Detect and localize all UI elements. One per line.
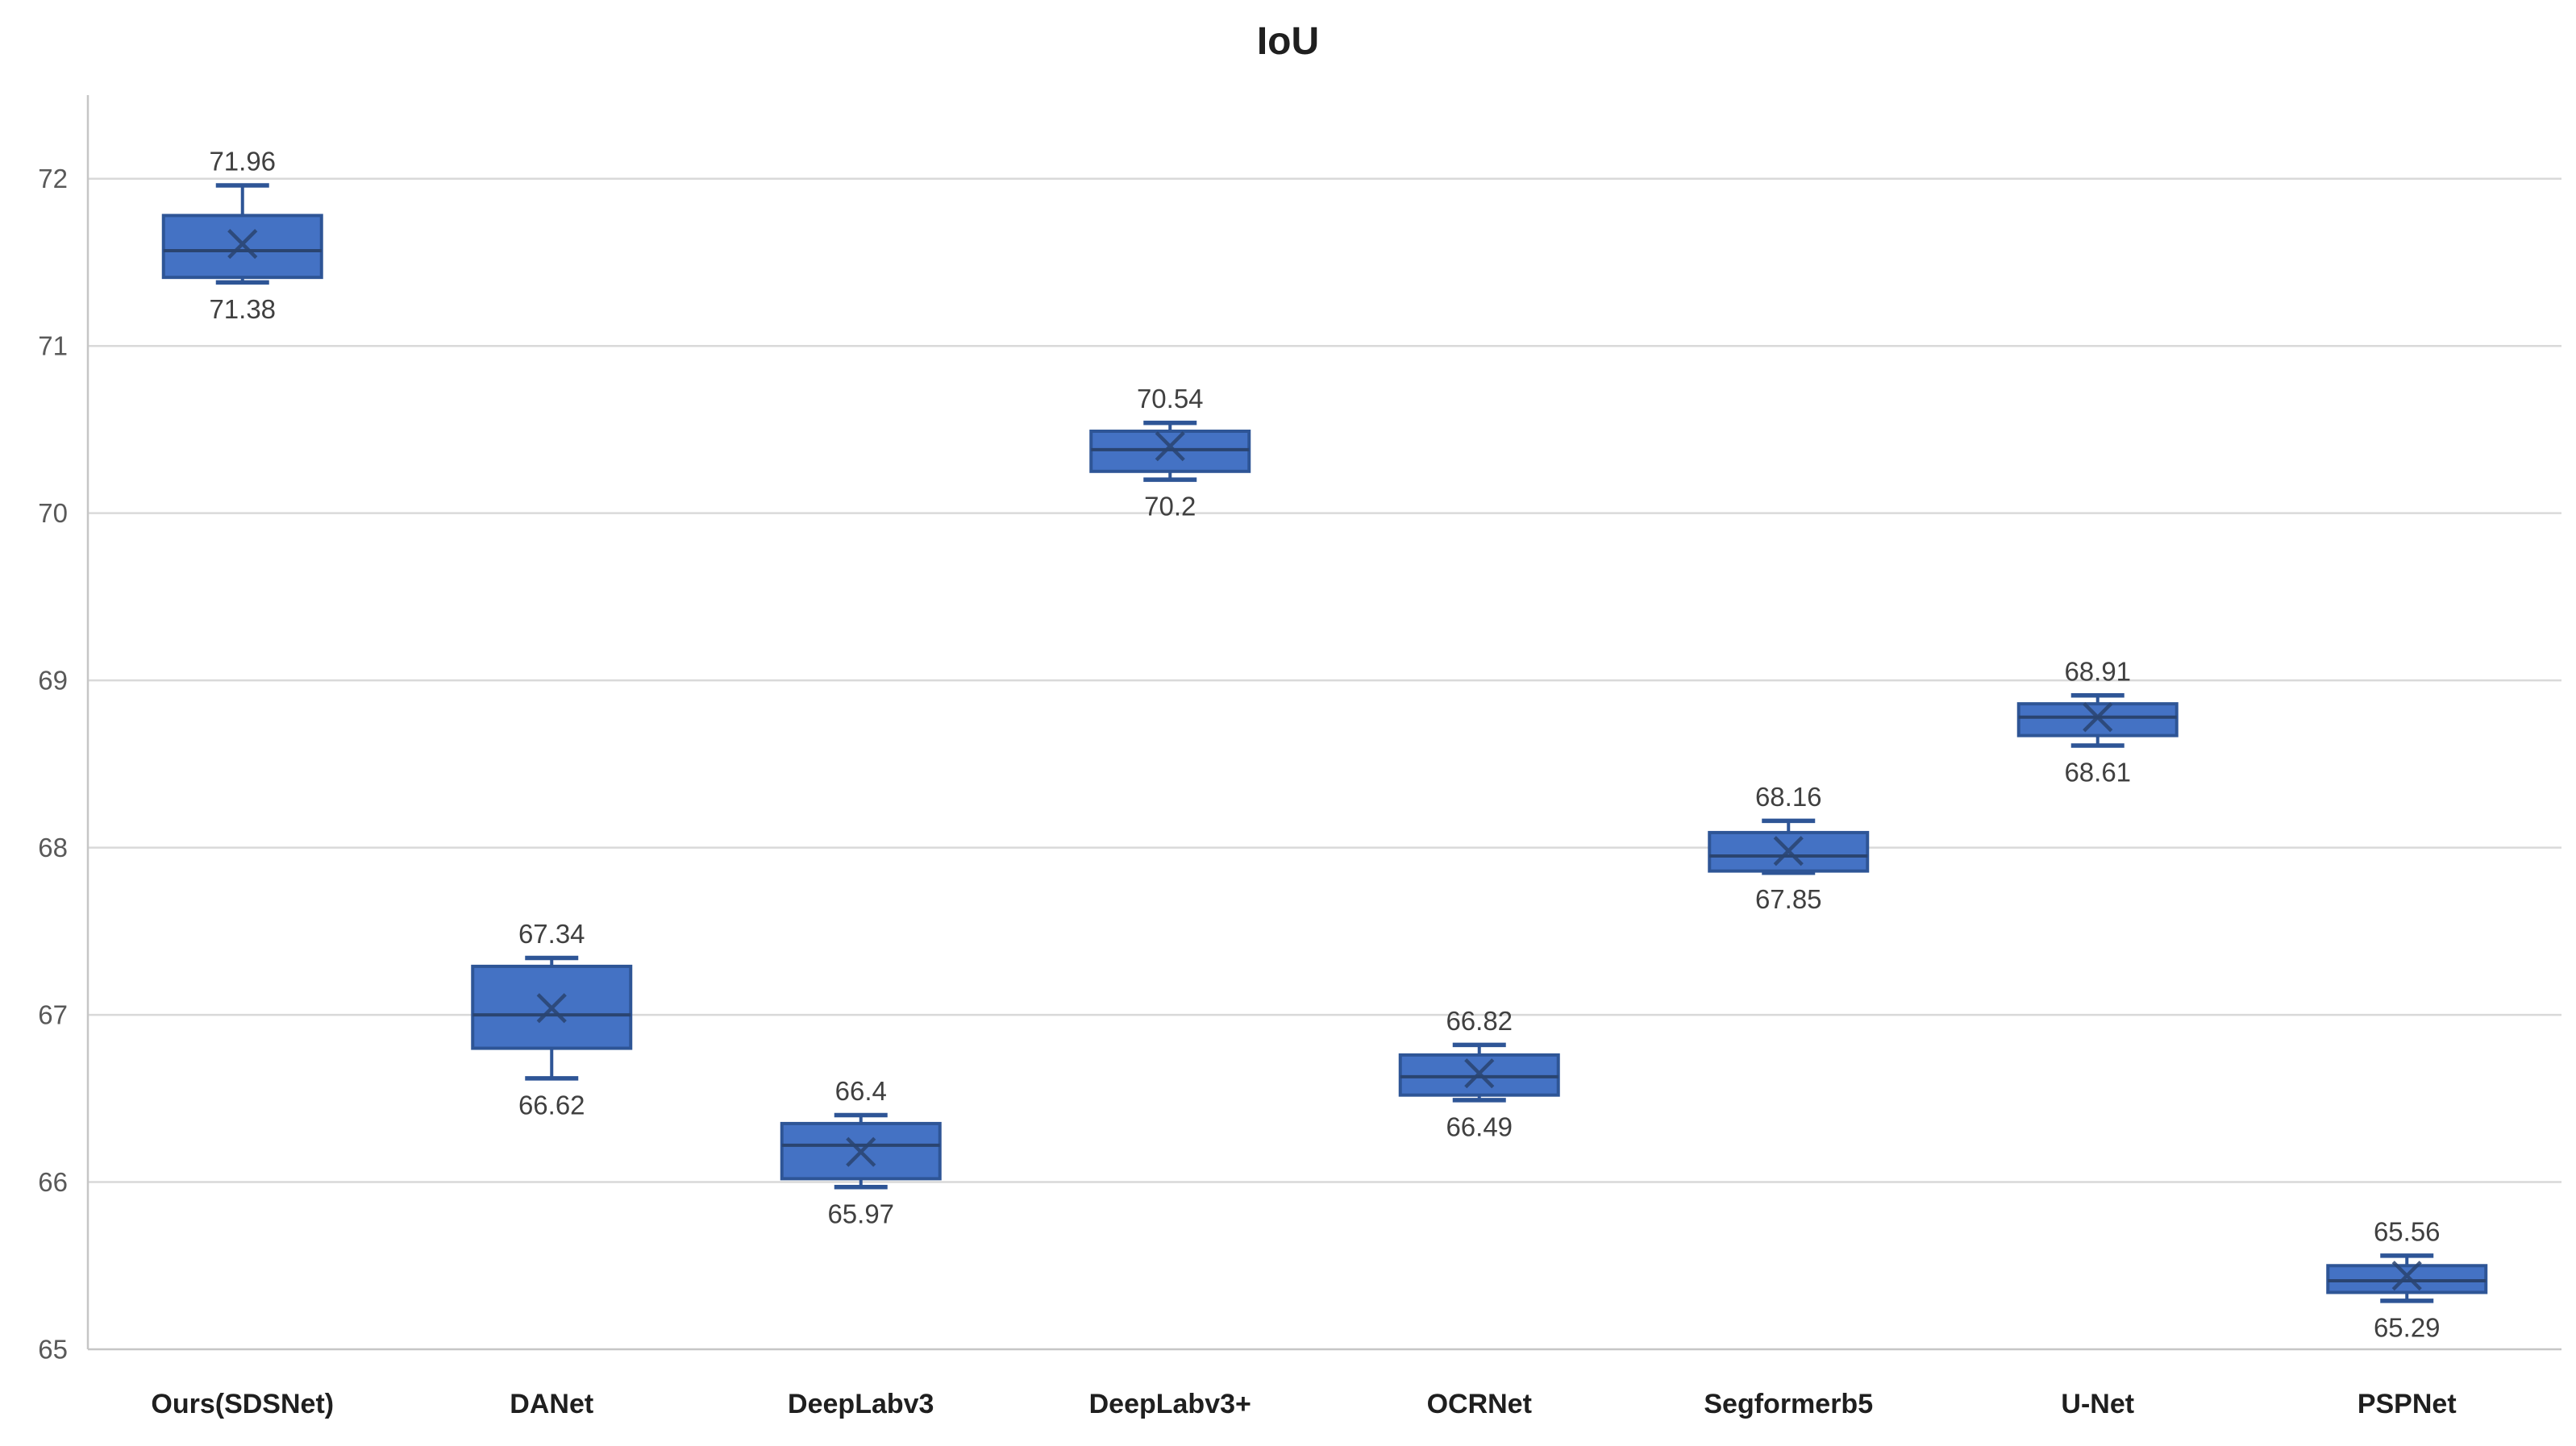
category-label: DeepLabv3+ — [1089, 1389, 1251, 1419]
y-tick-label: 69 — [38, 666, 68, 696]
min-value-label: 66.49 — [1446, 1112, 1513, 1141]
box-group-Ours(SDSNet): 71.96 71.38 Ours(SDSNet) — [151, 147, 334, 1419]
y-tick-label: 67 — [38, 1000, 68, 1030]
y-tick-label: 68 — [38, 833, 68, 862]
box-group-DeepLabv3: 66.4 65.97 DeepLabv3 — [780, 1076, 942, 1419]
box-group-OCRNet: 66.82 66.49 OCRNet — [1398, 1006, 1560, 1419]
category-label: DANet — [510, 1389, 593, 1419]
mean-x-stroke — [227, 229, 258, 260]
max-value-label: 71.96 — [209, 147, 276, 177]
chart-title: IoU — [1256, 20, 1320, 63]
min-value-label: 67.85 — [1755, 884, 1822, 914]
category-label: DeepLabv3 — [788, 1389, 934, 1419]
y-axis-ticks: 65 66 67 68 69 70 71 72 — [38, 164, 68, 1364]
min-value-label: 71.38 — [209, 294, 276, 324]
iqr-box — [1089, 430, 1251, 473]
mean-x-marker — [1155, 431, 1185, 462]
mean-x-marker — [2391, 1261, 2422, 1291]
gridlines — [88, 177, 2561, 1183]
mean-x-marker — [1773, 836, 1804, 866]
min-value-label: 66.62 — [518, 1090, 585, 1120]
max-value-label: 66.4 — [835, 1076, 887, 1106]
category-label: PSPNet — [2358, 1389, 2457, 1419]
mean-x-stroke — [536, 993, 567, 1024]
min-value-label: 65.29 — [2374, 1312, 2441, 1342]
mean-x-stroke — [1464, 1058, 1495, 1089]
iqr-box — [1398, 1053, 1560, 1097]
max-value-label: 66.82 — [1446, 1006, 1513, 1036]
y-tick-label: 66 — [38, 1167, 68, 1197]
box-group-DANet: 67.34 66.62 DANet — [471, 919, 633, 1419]
category-label: U-Net — [2061, 1389, 2134, 1419]
y-tick-label: 71 — [38, 331, 68, 361]
max-value-label: 68.16 — [1755, 782, 1822, 812]
max-value-label: 70.54 — [1137, 384, 1204, 413]
mean-x-marker — [227, 229, 258, 260]
mean-x-stroke — [2391, 1261, 2422, 1291]
y-tick-label: 70 — [38, 498, 68, 528]
mean-x-stroke — [846, 1136, 876, 1167]
min-value-label: 70.2 — [1144, 492, 1196, 521]
min-value-label: 65.97 — [827, 1199, 894, 1228]
mean-x-marker — [1464, 1058, 1495, 1089]
iqr-box — [2326, 1264, 2488, 1294]
box-group-Segformerb5: 68.16 67.85 Segformerb5 — [1704, 782, 1873, 1419]
mean-x-stroke — [1155, 431, 1185, 462]
box-group-U-Net: 68.91 68.61 U-Net — [2016, 656, 2179, 1419]
max-value-label: 65.56 — [2374, 1216, 2441, 1246]
max-value-label: 67.34 — [518, 919, 585, 949]
mean-x-stroke — [1773, 836, 1804, 866]
min-value-label: 68.61 — [2064, 758, 2131, 787]
mean-x-marker — [2083, 702, 2113, 733]
y-tick-label: 72 — [38, 164, 68, 193]
mean-x-marker — [536, 993, 567, 1024]
box-group-DeepLabv3+: 70.54 70.2 DeepLabv3+ — [1089, 384, 1251, 1419]
category-label: OCRNet — [1427, 1389, 1532, 1419]
box-group-PSPNet: 65.56 65.29 PSPNet — [2326, 1216, 2488, 1419]
category-label: Segformerb5 — [1704, 1389, 1873, 1419]
mean-x-marker — [846, 1136, 876, 1167]
category-label: Ours(SDSNet) — [151, 1389, 334, 1419]
mean-x-stroke — [2083, 702, 2113, 733]
y-tick-label: 65 — [38, 1335, 68, 1365]
max-value-label: 68.91 — [2064, 656, 2131, 686]
